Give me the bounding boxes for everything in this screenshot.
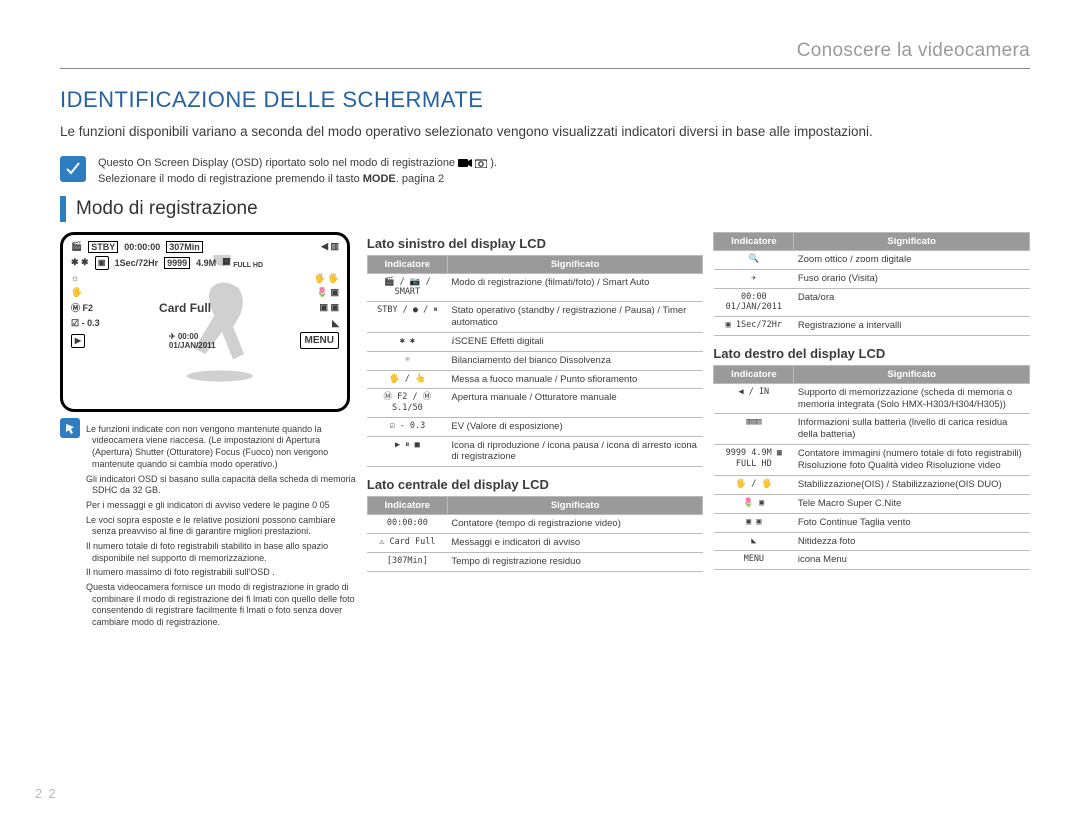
list-item: Il numero totale di foto registrabili st…: [86, 541, 357, 564]
table-row: ✈Fuso orario (Visita): [714, 269, 1030, 288]
list-item: Gli indicatori OSD si basano sulla capac…: [86, 474, 357, 497]
list-item: Il numero massimo di foto registrabili s…: [86, 567, 357, 579]
right-indicators-table: IndicatoreSignificato ◀ / INSupporto di …: [713, 365, 1030, 571]
menu-icon: MENU: [300, 332, 339, 349]
center-lcd-heading: Lato centrale del display LCD: [367, 477, 703, 492]
center-indicators-table: IndicatoreSignificato 00:00:00Contatore …: [367, 496, 703, 572]
table-row: STBY / ● / ⏸Stato operativo (standby / r…: [367, 302, 702, 333]
table-row: [307Min]Tempo di registrazione residuo: [367, 553, 702, 572]
mode-heading: Modo di registrazione: [76, 198, 258, 220]
table-row: ◀ / INSupporto di memorizzazione (scheda…: [714, 383, 1030, 414]
check-icon: [60, 156, 86, 182]
page-number: 22: [35, 786, 61, 801]
section-header: Conoscere la videocamera: [60, 40, 1030, 62]
left-indicators-table: IndicatoreSignificato 🎬 / 📷 / SMARTModo …: [367, 255, 703, 468]
lcd-preview: 🎬 STBY 00:00:00 307Min ◀ ▥ ✱ ✱ ▣ 1Sec/72…: [60, 232, 350, 412]
table-row: ☑ - 0.3EV (Valore di esposizione): [367, 417, 702, 436]
video-icon: [458, 158, 472, 168]
table-row: ▣ 1Sec/72HrRegistrazione a intervalli: [714, 316, 1030, 335]
table-row: 9999 4.9M ▦ FULL HDContatore immagini (n…: [714, 445, 1030, 476]
table-row: ☼Bilanciamento del bianco Dissolvenza: [367, 351, 702, 370]
table-row: 🔍Zoom ottico / zoom digitale: [714, 250, 1030, 269]
list-item: Le funzioni indicate con non vengono man…: [86, 424, 357, 471]
skateboarder-silhouette: [167, 255, 277, 387]
right-top-table: IndicatoreSignificato 🔍Zoom ottico / zoo…: [713, 232, 1030, 336]
table-row: ✱ ✱ⅈSCENE Effetti digitali: [367, 332, 702, 351]
osd-note: Questo On Screen Display (OSD) riportato…: [98, 156, 497, 188]
photo-icon: [475, 158, 487, 168]
table-row: 00:00 01/JAN/2011Data/ora: [714, 288, 1030, 316]
table-row: 🖐 / 👆Messa a fuoco manuale / Punto sfior…: [367, 370, 702, 389]
right-lcd-heading: Lato destro del display LCD: [713, 346, 1030, 361]
table-row: 🌷 ▣Tele Macro Super C.Nite: [714, 494, 1030, 513]
table-row: 🎬 / 📷 / SMARTModo di registrazione (film…: [367, 273, 702, 301]
table-row: 00:00:00Contatore (tempo di registrazion…: [367, 515, 702, 534]
table-row: MENUicona Menu: [714, 551, 1030, 570]
table-row: Ⓜ F2 / Ⓜ S.1/50Apertura manuale / Ottura…: [367, 389, 702, 417]
table-row: ▣ ▣Foto Continue Taglia vento: [714, 513, 1030, 532]
table-row: 🖐 / 🖐Stabilizzazione(OIS) / Stabilizzazi…: [714, 475, 1030, 494]
note-icon: [60, 418, 80, 438]
left-lcd-heading: Lato sinistro del display LCD: [367, 236, 703, 251]
table-row: ▥▥▥Informazioni sulla batteria (livello …: [714, 414, 1030, 445]
list-item: Le voci sopra esposte e le relative posi…: [86, 515, 357, 538]
table-row: ◣Nitidezza foto: [714, 532, 1030, 551]
heading-stripe: [60, 196, 66, 222]
footnotes: Le funzioni indicate con non vengono man…: [86, 424, 357, 632]
list-item: Questa videocamera fornisce un modo di r…: [86, 582, 357, 629]
list-item: Per i messaggi e gli indicatori di avvis…: [86, 500, 357, 512]
page-title: IDENTIFICAZIONE DELLE SCHERMATE: [60, 87, 1030, 113]
table-row: ▶ ⏸ ■Icona di riproduzione / icona pausa…: [367, 436, 702, 467]
table-row: ⚠ Card FullMessaggi e indicatori di avvi…: [367, 534, 702, 553]
intro-text: Le funzioni disponibili variano a second…: [60, 123, 1030, 142]
divider: [60, 68, 1030, 69]
